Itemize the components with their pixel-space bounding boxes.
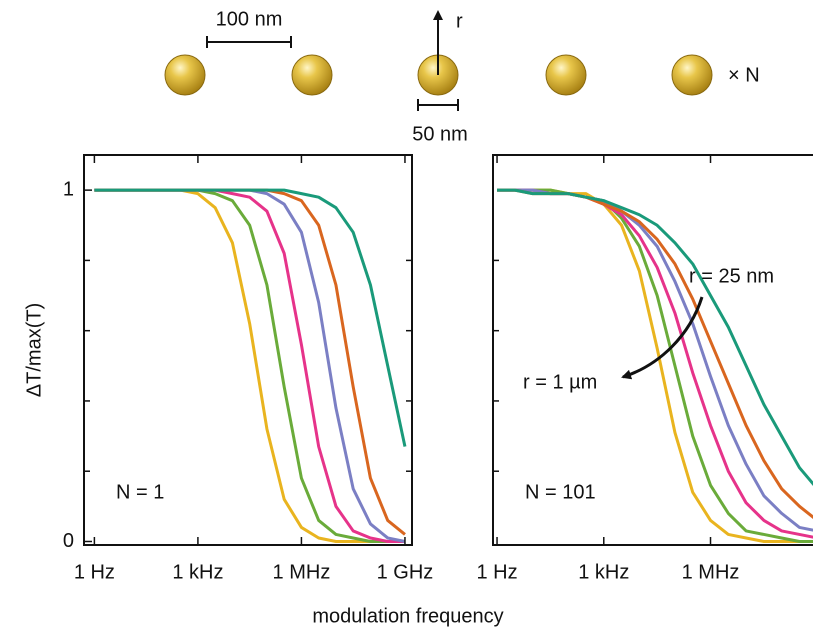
particle bbox=[291, 54, 333, 96]
panel-annotation: N = 101 bbox=[525, 481, 596, 503]
panels: 1 Hz 1 kHz 1 MHz 1 GHz 0 1 N = 1 1 Hz 1 kHz 1 MHz… bbox=[63, 154, 813, 583]
panel-annotation: N = 1 bbox=[116, 481, 164, 503]
x-tick-label: 1 GHz bbox=[377, 561, 434, 583]
x-axis-label: modulation frequency bbox=[312, 605, 503, 627]
diameter-bar bbox=[417, 99, 459, 111]
arrow bbox=[621, 296, 704, 380]
particle bbox=[545, 54, 587, 96]
spacing-bar bbox=[206, 36, 292, 48]
x-tick-label: 1 Hz bbox=[476, 561, 517, 583]
plot-frame bbox=[83, 154, 413, 546]
y-axis-label: ΔT/max(T) bbox=[23, 303, 45, 397]
particle bbox=[671, 54, 713, 96]
arrow-end-label: r = 1 µm bbox=[523, 371, 597, 393]
x-tick-label: 1 Hz bbox=[74, 561, 115, 583]
plot-frame bbox=[492, 154, 813, 546]
panel: 1 Hz 1 kHz 1 MHz N = 101 r = 25 nm r = 1 µm bbox=[476, 154, 813, 583]
x-tick-label: 1 MHz bbox=[682, 561, 740, 583]
spacing-label: 100 nm bbox=[216, 8, 283, 30]
arrow-start-label: r = 25 nm bbox=[689, 265, 774, 287]
x-tick-label: 1 MHz bbox=[273, 561, 331, 583]
curve bbox=[497, 188, 813, 487]
diameter-label: 50 nm bbox=[412, 123, 468, 145]
panel: 1 Hz 1 kHz 1 MHz 1 GHz 0 1 N = 1 bbox=[63, 154, 434, 583]
particle bbox=[164, 54, 206, 96]
radius-label: r bbox=[456, 10, 463, 32]
curve bbox=[94, 188, 407, 447]
curve bbox=[497, 188, 813, 543]
y-tick-label: 0 bbox=[63, 530, 74, 552]
curve bbox=[497, 188, 813, 519]
y-tick-label: 1 bbox=[63, 178, 74, 200]
schematic: 100 nm r 50 nm × N bbox=[164, 8, 760, 145]
x-tick-label: 1 kHz bbox=[172, 561, 223, 583]
count-label: × N bbox=[728, 64, 760, 86]
x-tick-label: 1 kHz bbox=[578, 561, 629, 583]
